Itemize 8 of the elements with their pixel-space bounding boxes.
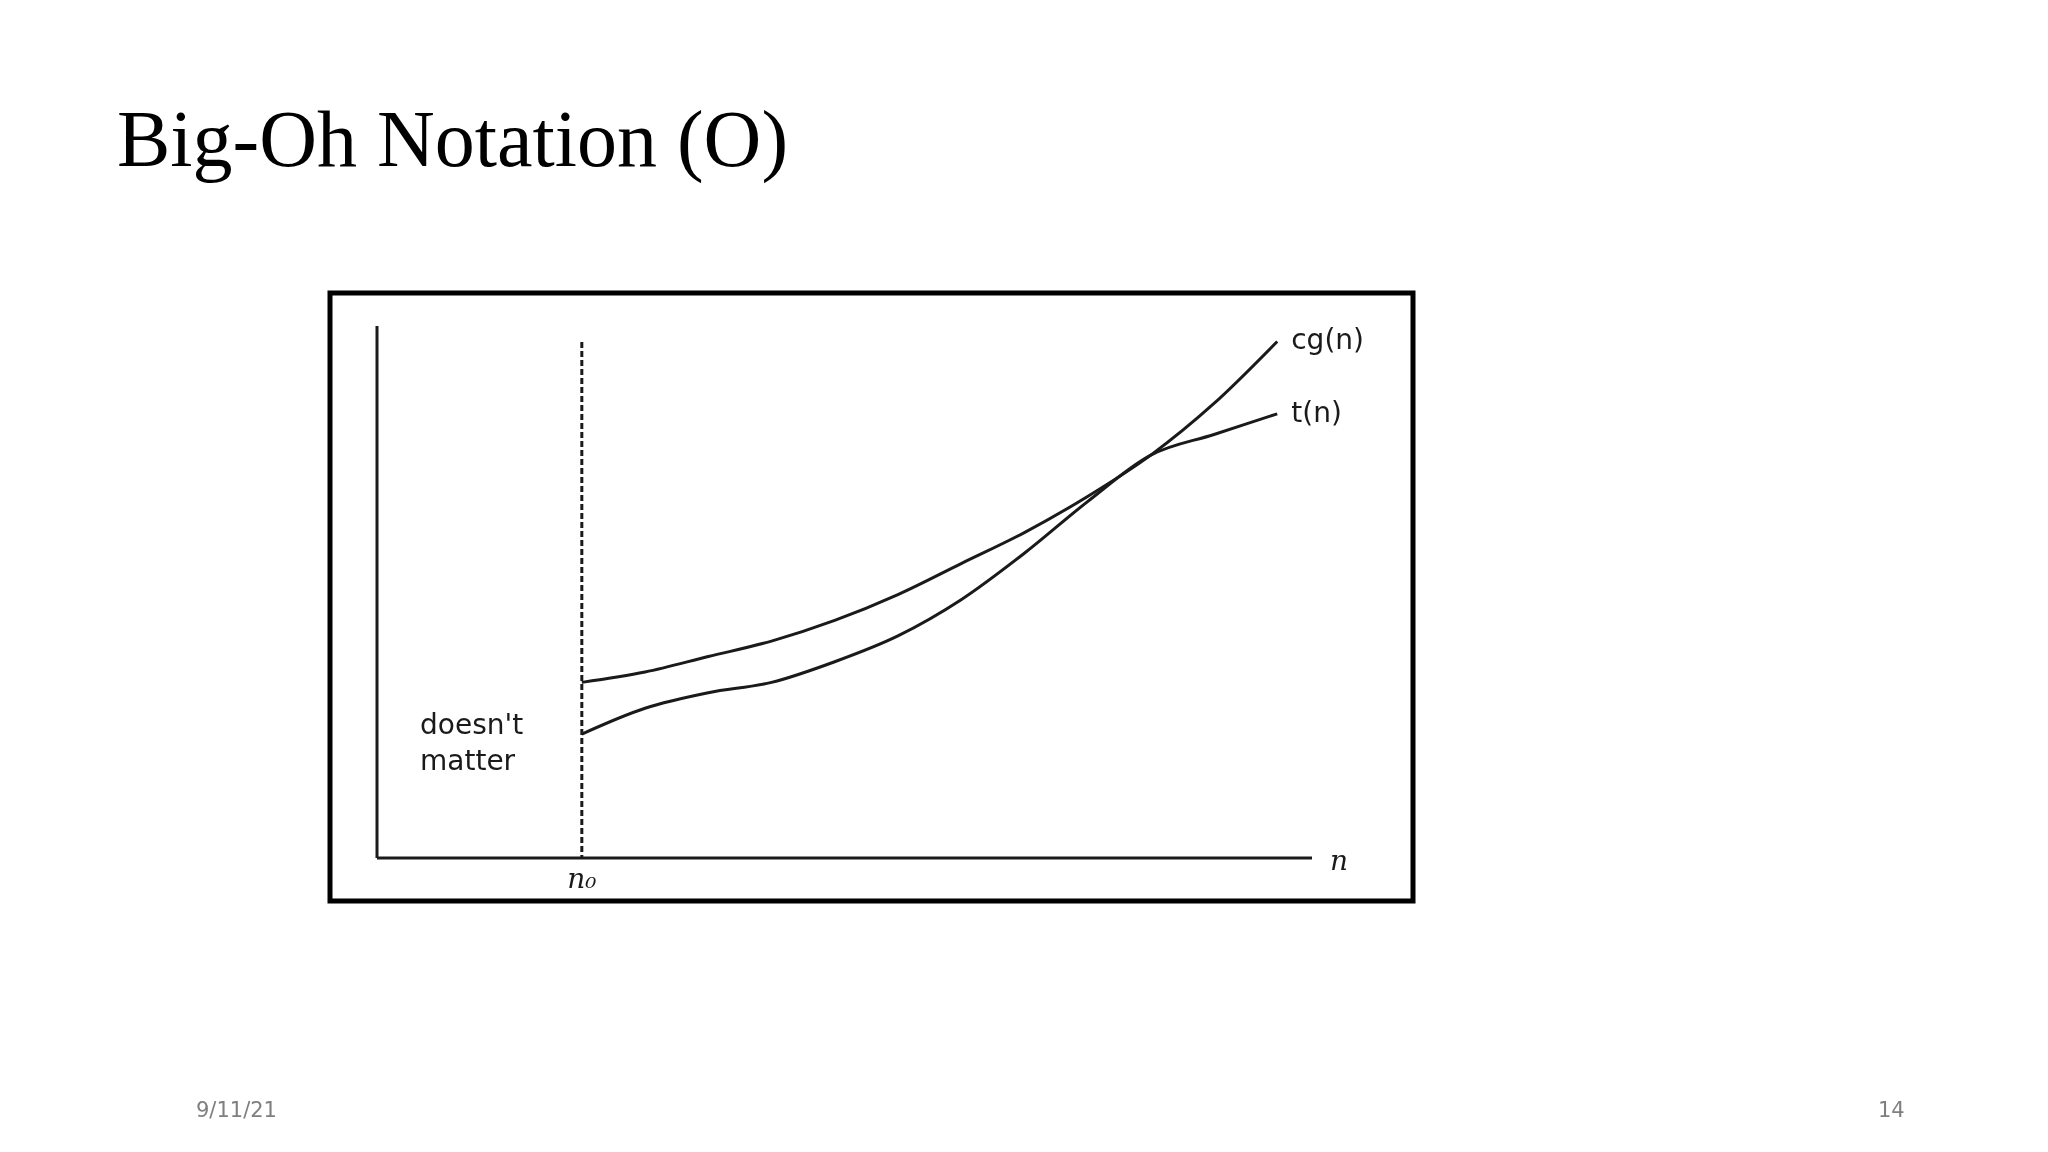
text: 14	[1878, 1098, 1905, 1122]
text: 9/11/21	[196, 1098, 277, 1122]
series-label: cg(n)	[1291, 323, 1364, 357]
text: doesn't matter	[420, 708, 524, 777]
x-axis-title: n	[1330, 844, 1349, 877]
series-label: t(n)	[1291, 395, 1342, 429]
chart-title: Big-Oh Notation (O)	[117, 95, 789, 184]
text: n₀	[567, 862, 597, 895]
